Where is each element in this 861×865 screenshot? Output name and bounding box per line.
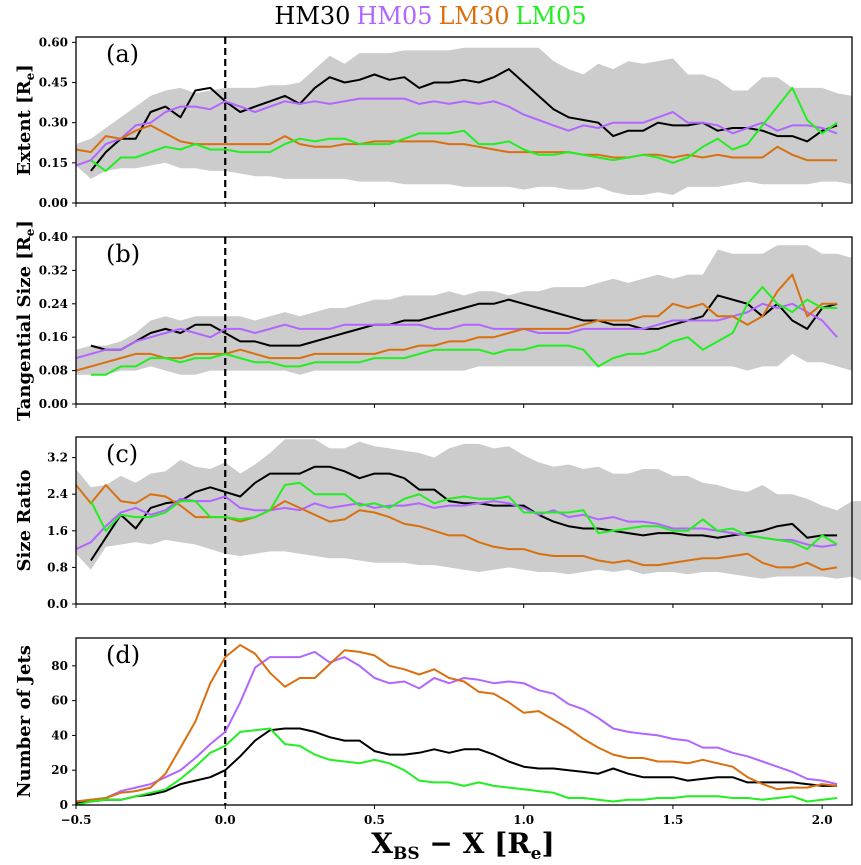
series-line-lm05 — [90, 86, 838, 172]
y-tick-label: 0.15 — [39, 156, 68, 170]
y-tick-label: 0.0 — [47, 597, 68, 611]
y-axis-label-sub: e — [23, 72, 37, 80]
y-tick-label: 60 — [51, 694, 68, 708]
x-tick-label: 0.0 — [215, 813, 236, 827]
y-axis-label: Extent [Re] — [14, 64, 37, 176]
series-line-hm30 — [90, 68, 838, 172]
x-axis-label-part: BS — [393, 844, 420, 864]
y-tick-label: 0.45 — [39, 76, 68, 90]
legend-entry-lm05: LM05 — [515, 2, 587, 30]
y-axis-label-end: ] — [14, 220, 35, 229]
y-axis-label: Number of Jets — [14, 645, 35, 798]
panel-d: 0 20 40 60 80 −0.5 0.0 0.5 1.0 1.5 2.0 (d) Number of… — [14, 637, 853, 827]
series-line-hm30 — [90, 294, 838, 351]
x-tick-label: 1.0 — [513, 813, 534, 827]
panel-label: (d) — [106, 641, 140, 669]
y-tick-label: 40 — [51, 728, 68, 742]
y-tick-label: 0.00 — [39, 196, 68, 210]
x-axis-label-part: e — [531, 844, 542, 864]
series-line-hm05 — [75, 495, 838, 551]
series-line-lm05 — [75, 727, 838, 806]
x-tick-label: 1.5 — [662, 813, 683, 827]
y-axis-label-end: ] — [14, 64, 35, 73]
legend-entry-lm30: LM30 — [438, 2, 510, 30]
axes-frame — [75, 637, 853, 806]
y-tick-label: 0.8 — [47, 560, 68, 574]
axes-frame — [75, 36, 853, 204]
spread-band — [76, 47, 852, 196]
series-line-hm05 — [75, 302, 838, 360]
y-axis-label: Tangential Size [Re] — [14, 220, 37, 421]
y-axis-label-main: Extent [R — [14, 79, 35, 175]
panel-b: 0.00 0.08 0.16 0.24 0.32 0.40 (b) Tangential Si… — [14, 220, 853, 421]
y-tick-label: 0.24 — [39, 297, 68, 311]
y-tick-label: 80 — [51, 659, 68, 673]
y-axis-label: Size Ratio — [14, 470, 35, 572]
y-tick-label: 2.4 — [47, 487, 68, 501]
y-axis-label-sub: e — [23, 228, 37, 236]
panel-label: (c) — [106, 440, 138, 468]
y-tick-label: 0.16 — [39, 330, 68, 344]
legend-entry-hm05: HM05 — [356, 2, 433, 30]
series-line-lm05 — [90, 481, 838, 551]
y-tick-label: 1.6 — [47, 524, 68, 538]
series-line-lm05 — [90, 286, 838, 376]
axes-frame — [75, 436, 853, 605]
series-line-lm30 — [75, 124, 838, 162]
y-tick-label: 0.00 — [39, 397, 68, 411]
spread-band — [76, 439, 861, 581]
x-axis-label-part: − X [R — [420, 827, 532, 860]
y-tick-label: 0.32 — [39, 263, 68, 277]
x-axis-label-part: ] — [541, 827, 554, 860]
y-tick-label: 0.60 — [39, 35, 68, 49]
series-line-hm05 — [75, 650, 838, 803]
legend: HM30 HM05 LM30 LM05 — [0, 2, 861, 30]
y-tick-label: 0.08 — [39, 364, 68, 378]
x-tick-label: −0.5 — [61, 813, 92, 827]
series-line-lm30 — [75, 273, 838, 372]
series-line-hm30 — [90, 465, 838, 562]
series-line-lm30 — [75, 484, 838, 571]
y-tick-label: 0 — [60, 798, 68, 812]
y-tick-label: 0.30 — [39, 116, 68, 130]
axes-frame — [75, 236, 853, 405]
legend-entry-hm30: HM30 — [274, 2, 351, 30]
series-line-hm30 — [75, 727, 838, 805]
series-line-lm30 — [75, 644, 838, 803]
spread-band — [76, 245, 852, 375]
panel-label: (a) — [106, 40, 139, 68]
y-axis-label-main: Tangential Size [R — [14, 235, 35, 421]
x-tick-label: 0.5 — [364, 813, 385, 827]
x-axis-label-part: X — [371, 827, 393, 860]
x-axis-label: XBS − X [Re] — [371, 827, 554, 864]
panel-a: 0.00 0.15 0.30 0.45 0.60 (a) Extent [Re] — [14, 35, 853, 210]
y-tick-label: 0.40 — [39, 230, 68, 244]
panel-label: (b) — [106, 240, 140, 268]
y-tick-label: 3.2 — [47, 451, 68, 465]
y-tick-label: 20 — [51, 763, 68, 777]
series-line-hm05 — [75, 97, 838, 167]
panel-c: 0.0 0.8 1.6 2.4 3.2 (c) Size Ratio — [14, 436, 861, 611]
x-tick-label: 2.0 — [812, 813, 833, 827]
